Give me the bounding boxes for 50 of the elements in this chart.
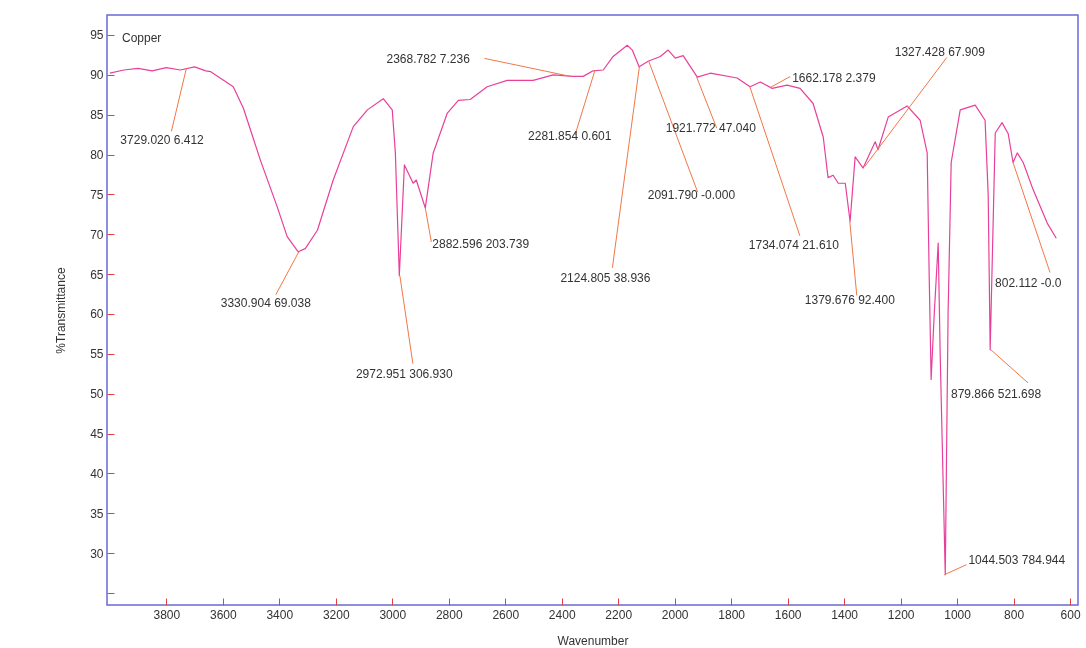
y-tick-label: 45: [90, 427, 104, 442]
y-tick-label: 85: [90, 108, 104, 123]
y-tick-label: 65: [90, 267, 104, 282]
annotation: 2281.854 0.601: [528, 129, 612, 144]
y-tick-label: 75: [90, 187, 104, 202]
x-tick-label: 2000: [661, 607, 689, 622]
annotation: 2091.790 -0.000: [647, 188, 736, 203]
annotation: 2368.782 7.236: [386, 52, 471, 67]
x-tick-label: 2600: [492, 607, 520, 622]
annotation: 1327.428 67.909: [894, 45, 986, 60]
x-tick-label: 3000: [379, 607, 407, 622]
annotation: Copper: [122, 31, 162, 45]
x-tick-label: 3800: [153, 607, 181, 622]
x-tick-label: 1200: [887, 607, 915, 622]
x-tick-label: 2200: [605, 607, 633, 622]
annotation: 1044.503 784.944: [968, 552, 1066, 567]
y-tick-label: 90: [90, 68, 104, 83]
x-tick-label: 3400: [266, 607, 294, 622]
annotation: 3729.020 6.412: [120, 133, 205, 148]
y-tick-label: 40: [90, 466, 104, 481]
y-tick-label: 55: [90, 347, 104, 362]
annotation: 3330.904 69.038: [220, 295, 312, 310]
x-tick-label: 1800: [718, 607, 746, 622]
x-axis-title: Wavenumber: [557, 633, 629, 648]
y-tick-label: 60: [90, 307, 104, 322]
x-tick-label: 2400: [548, 607, 576, 622]
annotation: 1734.074 21.610: [748, 237, 840, 252]
annotation: 879.866 521.698: [951, 386, 1042, 401]
annotation: 1921.772 47.040: [665, 121, 757, 136]
x-tick-label: 600: [1060, 607, 1081, 622]
x-tick-label: 1000: [944, 607, 972, 622]
y-tick-label: 30: [90, 546, 104, 561]
annotation: 802.112 -0.0: [995, 275, 1062, 290]
annotation: 2882.596 203.739: [432, 236, 530, 251]
x-tick-label: 1400: [831, 607, 859, 622]
y-tick-label: 70: [90, 227, 104, 242]
y-axis-title: %Transmittance: [53, 267, 68, 354]
y-tick-label: 50: [90, 387, 104, 402]
x-tick-label: 2800: [435, 607, 463, 622]
annotation: 2972.951 306.930: [355, 366, 453, 381]
x-tick-label: 3200: [322, 607, 350, 622]
x-tick-label: 800: [1004, 607, 1025, 622]
y-tick-label: 95: [90, 28, 104, 43]
annotation: 2124.805 38.936: [560, 270, 651, 285]
y-tick-label: 80: [90, 148, 104, 163]
annotation: 1379.676 92.400: [804, 292, 896, 307]
y-tick-label: 35: [90, 506, 104, 521]
x-tick-label: 1600: [774, 607, 802, 622]
annotation: 1662.178 2.379: [792, 70, 876, 85]
x-tick-label: 3600: [209, 607, 237, 622]
